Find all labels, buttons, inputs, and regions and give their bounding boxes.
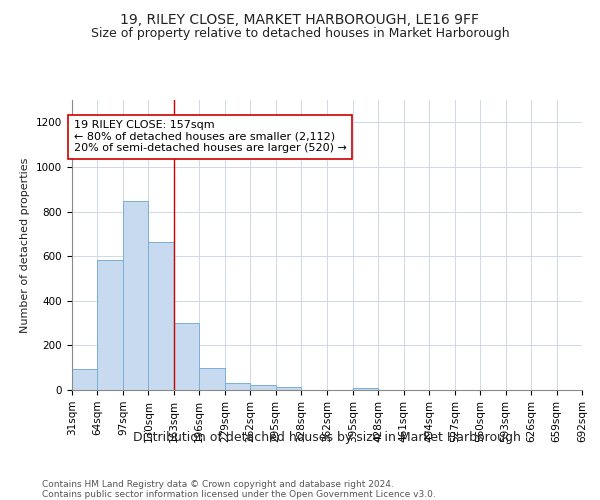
Bar: [72, 369, 97, 390]
Bar: [275, 387, 301, 390]
Bar: [174, 323, 199, 390]
Bar: [250, 385, 275, 390]
Bar: [97, 260, 123, 390]
Y-axis label: Number of detached properties: Number of detached properties: [20, 158, 31, 332]
Bar: [123, 201, 148, 390]
Bar: [199, 368, 225, 390]
Bar: [148, 242, 174, 390]
Text: Size of property relative to detached houses in Market Harborough: Size of property relative to detached ho…: [91, 28, 509, 40]
Text: 19, RILEY CLOSE, MARKET HARBOROUGH, LE16 9FF: 19, RILEY CLOSE, MARKET HARBOROUGH, LE16…: [121, 12, 479, 26]
Bar: [353, 388, 379, 390]
Bar: [225, 384, 250, 390]
Text: Contains HM Land Registry data © Crown copyright and database right 2024.
Contai: Contains HM Land Registry data © Crown c…: [42, 480, 436, 500]
Text: 19 RILEY CLOSE: 157sqm
← 80% of detached houses are smaller (2,112)
20% of semi-: 19 RILEY CLOSE: 157sqm ← 80% of detached…: [74, 120, 346, 154]
Text: Distribution of detached houses by size in Market Harborough: Distribution of detached houses by size …: [133, 431, 521, 444]
